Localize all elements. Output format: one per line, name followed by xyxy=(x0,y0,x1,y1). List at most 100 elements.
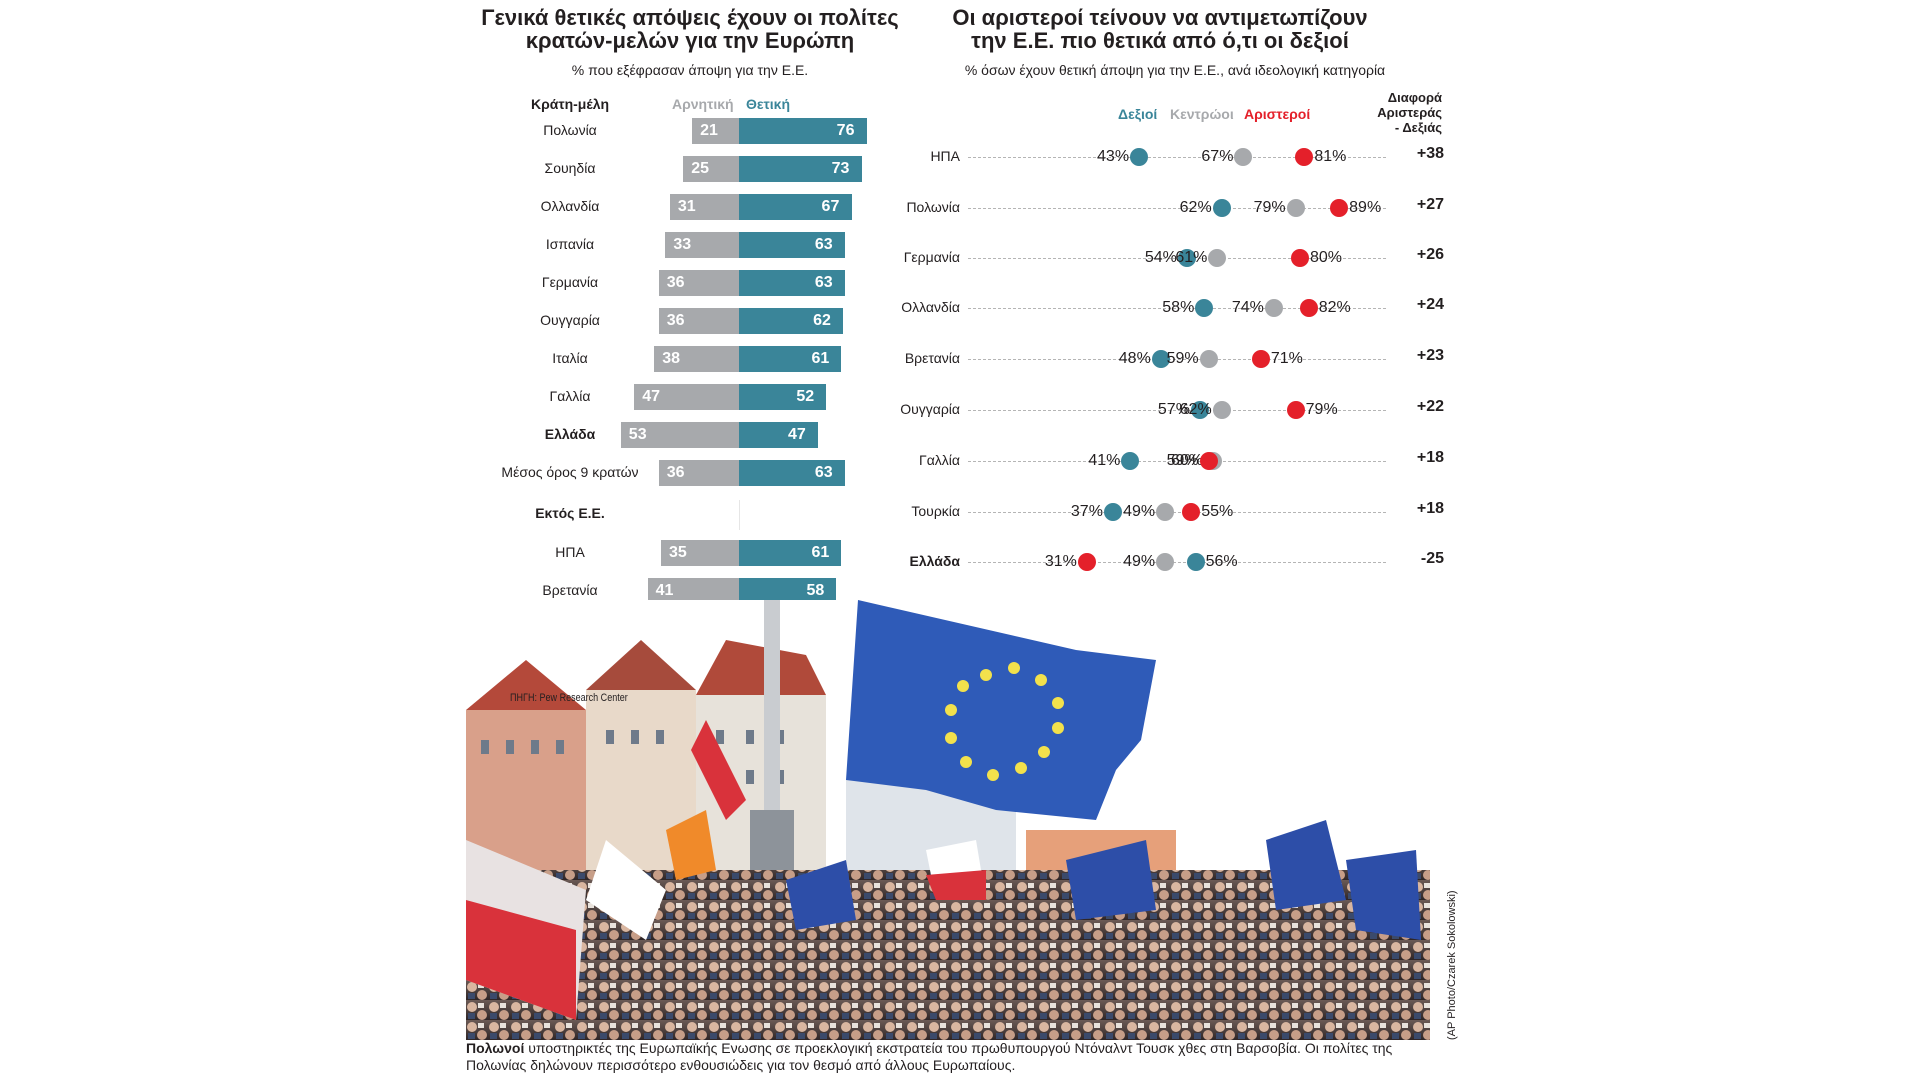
legend-positive: Θετική xyxy=(746,96,791,112)
column-header-member-states: Κράτη-μέλη xyxy=(530,96,610,112)
bar-positive xyxy=(739,540,842,566)
dot-right xyxy=(1195,299,1214,317)
dot-value-label: 61% xyxy=(1175,249,1208,266)
bar-positive xyxy=(739,346,842,372)
dot-center xyxy=(1199,350,1218,368)
bar-positive-label: 63 xyxy=(814,464,833,481)
dot-value-label: 54% xyxy=(1144,249,1177,266)
source-note: ΠΗΓΗ: Pew Research Center xyxy=(510,692,628,704)
bar-positive xyxy=(739,232,845,258)
row-label: Γερμανία xyxy=(903,249,960,265)
bar-positive-label: 62 xyxy=(813,312,831,329)
dot-value-label: 37% xyxy=(1070,503,1103,520)
bar-negative-label: 36 xyxy=(666,274,685,291)
dot-value-label: 67% xyxy=(1201,148,1234,165)
row-label: Ουγγαρία xyxy=(900,401,960,417)
bar-negative xyxy=(692,118,739,144)
dot-left xyxy=(1295,148,1314,166)
dot-center xyxy=(1234,148,1253,166)
row-label: ΗΠΑ xyxy=(930,148,960,164)
diff-value: +24 xyxy=(1416,296,1444,313)
category-label: Ιταλία xyxy=(552,350,588,366)
category-label: Γερμανία xyxy=(541,274,599,290)
bar-negative-label: 35 xyxy=(668,544,687,561)
bar-positive-label: 73 xyxy=(831,160,850,177)
bar-positive xyxy=(739,422,818,448)
category-label: Ουγγαρία xyxy=(540,312,600,328)
bar-positive xyxy=(739,194,852,220)
bar-negative-label: 36 xyxy=(666,464,685,481)
bar-positive xyxy=(739,384,827,410)
dot-left xyxy=(1299,299,1318,317)
category-label: Σουηδία xyxy=(544,160,596,176)
dot-value-label: 80% xyxy=(1310,249,1343,266)
sigismund-column xyxy=(764,600,780,830)
eu-flag-stars xyxy=(945,662,1064,781)
right-title-line-2: την Ε.Ε. πιο θετικά από ό,τι οι δεξιοί xyxy=(971,28,1349,53)
dot-center xyxy=(1208,249,1227,267)
dot-left xyxy=(1182,503,1201,521)
diff-header: Διαφορά Αριστεράς - Δεξιάς xyxy=(1352,90,1442,135)
row-label: Γαλλία xyxy=(918,452,960,468)
bar-negative-label: 21 xyxy=(700,122,718,139)
dot-value-label: 82% xyxy=(1318,299,1351,316)
bar-negative xyxy=(620,422,739,448)
bar-negative xyxy=(647,578,739,604)
dot-value-label: 31% xyxy=(1044,553,1077,570)
left-title-line-1: Γενικά θετικές απόψεις έχουν οι πολίτες xyxy=(481,5,899,30)
dot-value-label: 89% xyxy=(1349,199,1382,216)
bar-positive-label: 76 xyxy=(836,122,855,139)
outside-eu-header: Εκτός Ε.Ε. xyxy=(535,505,605,521)
dot-right xyxy=(1103,503,1122,521)
left-title-line-2: κρατών-μελών για την Ευρώπη xyxy=(525,28,855,53)
bar-negative-label: 31 xyxy=(677,198,696,215)
legend-negative: Αρνητική xyxy=(672,96,734,112)
bar-negative xyxy=(683,156,739,182)
bar-positive-label: 47 xyxy=(787,426,806,443)
bar-positive-label: 52 xyxy=(796,388,815,405)
dot-left xyxy=(1291,249,1309,267)
dot-value-label: 49% xyxy=(1123,553,1156,570)
dot-center xyxy=(1156,503,1175,521)
dot-value-label: 48% xyxy=(1118,350,1151,367)
dot-value-label: 57% xyxy=(1157,401,1190,418)
dot-value-label: 56% xyxy=(1205,553,1238,570)
dot-right xyxy=(1212,199,1231,217)
right-chart-subtitle: % όσων έχουν θετική άποψη για την Ε.Ε., … xyxy=(964,62,1386,78)
row-guide-line xyxy=(968,308,1386,309)
center-line xyxy=(739,500,740,530)
dot-right xyxy=(1130,148,1149,166)
bar-positive-label: 61 xyxy=(811,350,830,367)
dot-value-label: 62% xyxy=(1179,199,1212,216)
dot-left xyxy=(1286,401,1305,419)
category-label: Βρετανία xyxy=(542,582,598,598)
dot-right xyxy=(1186,553,1205,571)
bar-negative xyxy=(658,308,739,334)
bar-positive-label: 63 xyxy=(814,236,833,253)
diff-value: +22 xyxy=(1416,398,1444,415)
bar-negative xyxy=(669,194,739,220)
bar-negative-label: 47 xyxy=(642,388,660,405)
bar-negative xyxy=(634,384,739,410)
row-guide-line xyxy=(968,359,1386,360)
bar-positive-label: 61 xyxy=(811,544,830,561)
right-title-line-1: Οι αριστεροί τείνουν να αντιμετωπίζουν xyxy=(952,5,1368,30)
bar-negative xyxy=(660,540,739,566)
left-chart-title: Γενικά θετικές απόψεις έχουν οι πολίτες … xyxy=(470,6,910,52)
dot-value-label: 41% xyxy=(1088,452,1121,469)
photo-illustration xyxy=(466,600,1430,1040)
dot-right xyxy=(1190,401,1209,419)
diff-value: +38 xyxy=(1416,145,1444,162)
diff-header-line-3: - Δεξιάς xyxy=(1394,120,1442,135)
bar-negative xyxy=(665,232,739,258)
bar-negative xyxy=(658,460,739,486)
legend-center: Κεντρώοι xyxy=(1170,106,1234,122)
bar-negative-label: 33 xyxy=(673,236,692,253)
caption-lead: Πολωνοί xyxy=(466,1040,525,1056)
dot-center xyxy=(1264,299,1283,317)
bar-positive-label: 58 xyxy=(806,582,825,599)
dot-center xyxy=(1156,553,1175,571)
row-label: Ολλανδία xyxy=(901,299,960,315)
right-chart-title: Οι αριστεροί τείνουν να αντιμετωπίζουν τ… xyxy=(930,6,1390,52)
bar-positive xyxy=(739,578,837,604)
